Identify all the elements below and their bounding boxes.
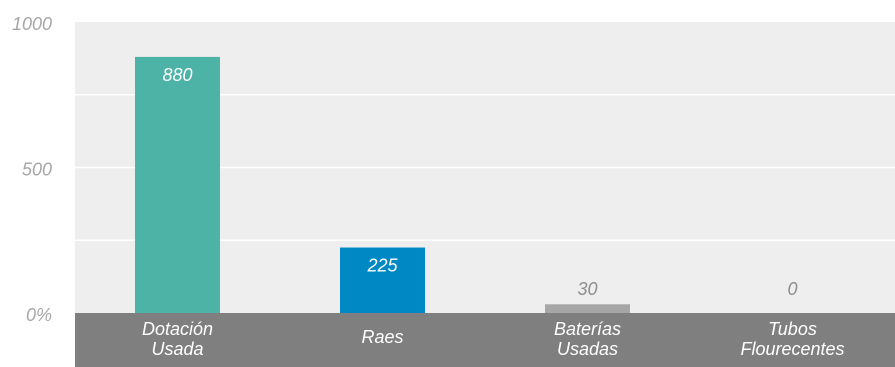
data-label: 880: [162, 65, 192, 85]
bar: [135, 56, 220, 314]
y-tick-label: 1000: [12, 14, 52, 34]
y-tick-label: 0%: [26, 305, 52, 325]
category-band: [75, 313, 895, 367]
data-label: 30: [577, 279, 597, 299]
data-label: 225: [366, 256, 398, 276]
bar: [340, 247, 425, 313]
bar: [545, 304, 630, 313]
x-tick-label: Baterías Usadas: [554, 319, 621, 359]
x-tick-label: Dotación Usada: [142, 319, 213, 359]
x-tick-label: Tubos Flourecentes: [740, 319, 844, 359]
value-labels: 880 225 30 0: [162, 65, 797, 299]
x-axis-category-labels: Dotación Usada Raes Baterías Usadas Tubos Flou…: [142, 319, 845, 359]
y-tick-label: 500: [22, 160, 52, 180]
data-label: 0: [787, 279, 797, 299]
y-axis-tick-labels: 1000 500 0%: [12, 14, 52, 325]
x-tick-label: Raes: [361, 327, 403, 347]
bars: [135, 56, 630, 314]
